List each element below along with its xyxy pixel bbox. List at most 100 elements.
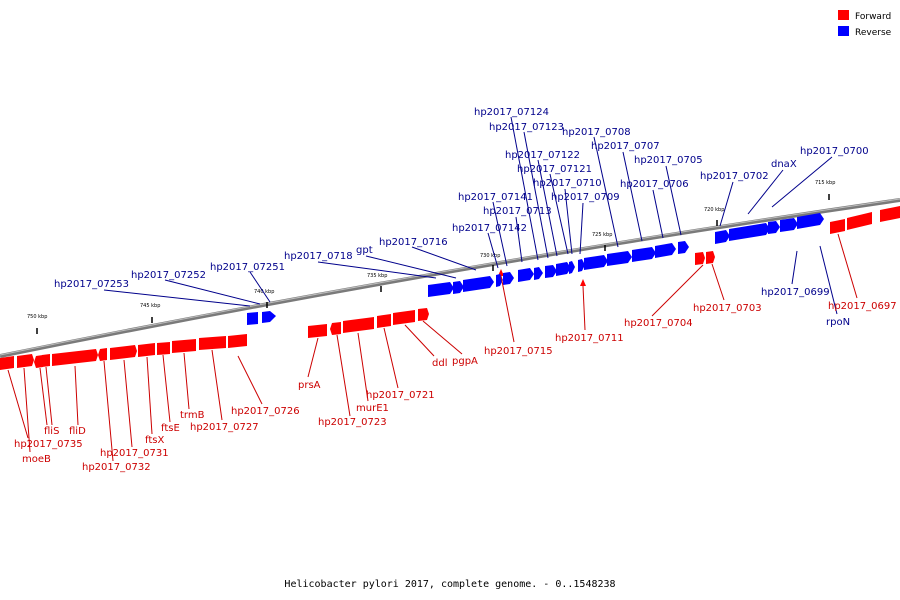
gene-label-reverse: hp2017_0706: [620, 179, 689, 190]
leader-line: [404, 324, 435, 357]
tick-label-725: 725 kbp: [592, 232, 612, 238]
leader-line: [103, 289, 251, 307]
forward-genes: [0, 206, 900, 370]
leader-line: [357, 332, 369, 402]
gene-label-reverse: hp2017_07124: [474, 107, 549, 118]
gene-reverse: [556, 262, 571, 276]
gene-reverse: [569, 261, 575, 274]
leader-line: [622, 151, 643, 242]
gene-reverse: [729, 223, 770, 241]
gene-label-reverse: hp2017_07141: [458, 192, 533, 203]
leader-line: [7, 369, 29, 439]
gene-reverse: [518, 268, 534, 282]
gene-label-reverse: hp2017_0713: [483, 206, 552, 217]
gene-label-forward: hp2017_0723: [318, 417, 387, 428]
legend-forward-swatch: [838, 10, 849, 20]
gene-reverse: [534, 267, 543, 280]
leader-line: [523, 131, 549, 259]
gene-forward: [695, 252, 705, 265]
gene-forward: [228, 334, 247, 348]
leader-line: [39, 367, 48, 426]
leader-line: [383, 327, 399, 389]
gene-forward: [706, 251, 715, 264]
gene-label-forward: pgpA: [452, 356, 478, 367]
leader-line: [317, 261, 437, 279]
gene-reverse: [453, 281, 464, 294]
legend-reverse-label: Reverse: [855, 28, 892, 38]
leader-line: [103, 360, 114, 462]
gene-reverse: [632, 247, 656, 262]
gene-label-forward: ftsE: [161, 423, 180, 434]
gene-reverse: [262, 311, 276, 323]
leader-line: [183, 352, 190, 410]
leader-line: [336, 334, 351, 417]
gene-label-forward: hp2017_0721: [366, 390, 435, 401]
leader-line: [23, 367, 31, 453]
legend: Forward Reverse: [838, 10, 892, 38]
gene-reverse: [584, 255, 608, 270]
gene-forward: [0, 356, 14, 370]
gene-reverse: [247, 312, 258, 325]
gene-label-forward: hp2017_0711: [555, 333, 624, 344]
leader-line: [651, 264, 704, 317]
leader-line: [549, 173, 569, 255]
tick-label-735: 735 kbp: [367, 273, 387, 279]
leader-line: [771, 156, 833, 208]
gene-forward: [138, 343, 155, 357]
leader-line: [146, 356, 153, 435]
tick-label-730: 730 kbp: [480, 253, 500, 259]
gene-label-forward: prsA: [298, 380, 321, 391]
map-caption: Helicobacter pylori 2017, complete genom…: [284, 579, 615, 590]
gene-forward: [330, 322, 341, 335]
leader-line: [411, 246, 477, 271]
gene-label-forward: hp2017_0727: [190, 422, 259, 433]
leader-line: [579, 202, 584, 255]
gene-label-reverse: hp2017_07121: [517, 164, 592, 175]
leader-line: [237, 355, 263, 405]
gene-label-forward: fliS: [44, 426, 59, 437]
gene-label-reverse: hp2017_07253: [54, 279, 129, 290]
gene-label-forward: hp2017_0715: [484, 346, 553, 357]
gene-label-reverse: hp2017_07142: [452, 223, 527, 234]
leader-line: [45, 366, 53, 426]
gene-label-forward: hp2017_0703: [693, 303, 762, 314]
gene-reverse: [780, 218, 798, 232]
gene-forward: [880, 206, 900, 222]
gene-forward: [17, 354, 34, 368]
gene-label-reverse: dnaX: [771, 159, 797, 170]
leader-line: [747, 169, 784, 215]
gene-label-reverse: hp2017_07252: [131, 270, 206, 281]
leader-line: [819, 245, 838, 315]
gene-reverse: [463, 276, 494, 292]
leader-line: [593, 136, 619, 248]
gene-forward: [580, 279, 586, 286]
gene-label-forward: hp2017_0735: [14, 439, 83, 450]
gene-reverse: [655, 243, 676, 258]
tick-label-745: 745 kbp: [140, 303, 160, 309]
leader-line: [123, 359, 133, 448]
forward-labels: hp2017_0735 moeB fliS fliD hp2017_0732 h…: [14, 301, 897, 473]
gene-forward: [847, 212, 872, 230]
gene-forward: [42, 354, 50, 367]
genome-backbone-highlight: [0, 198, 900, 356]
gene-forward: [418, 308, 429, 321]
gene-label-reverse: hp2017_0709: [551, 192, 620, 203]
gene-label-forward: hp2017_0704: [624, 318, 693, 329]
gene-label-forward: ftsX: [145, 435, 164, 446]
leader-line: [307, 337, 319, 378]
gene-forward: [830, 219, 845, 234]
gene-forward: [308, 324, 327, 338]
genome-backbone: [0, 198, 900, 358]
leader-line: [510, 116, 539, 261]
leader-line: [711, 263, 725, 301]
gene-label-forward: trmB: [180, 410, 205, 421]
leader-line: [837, 233, 858, 299]
gene-forward: [52, 349, 98, 366]
leader-line: [652, 189, 664, 239]
gene-label-forward: murE1: [356, 403, 389, 414]
tick-label-715: 715 kbp: [815, 180, 835, 186]
gene-label-reverse: hp2017_0708: [562, 127, 631, 138]
gene-label-reverse: hp2017_0699: [761, 287, 830, 298]
leader-line: [211, 349, 223, 421]
